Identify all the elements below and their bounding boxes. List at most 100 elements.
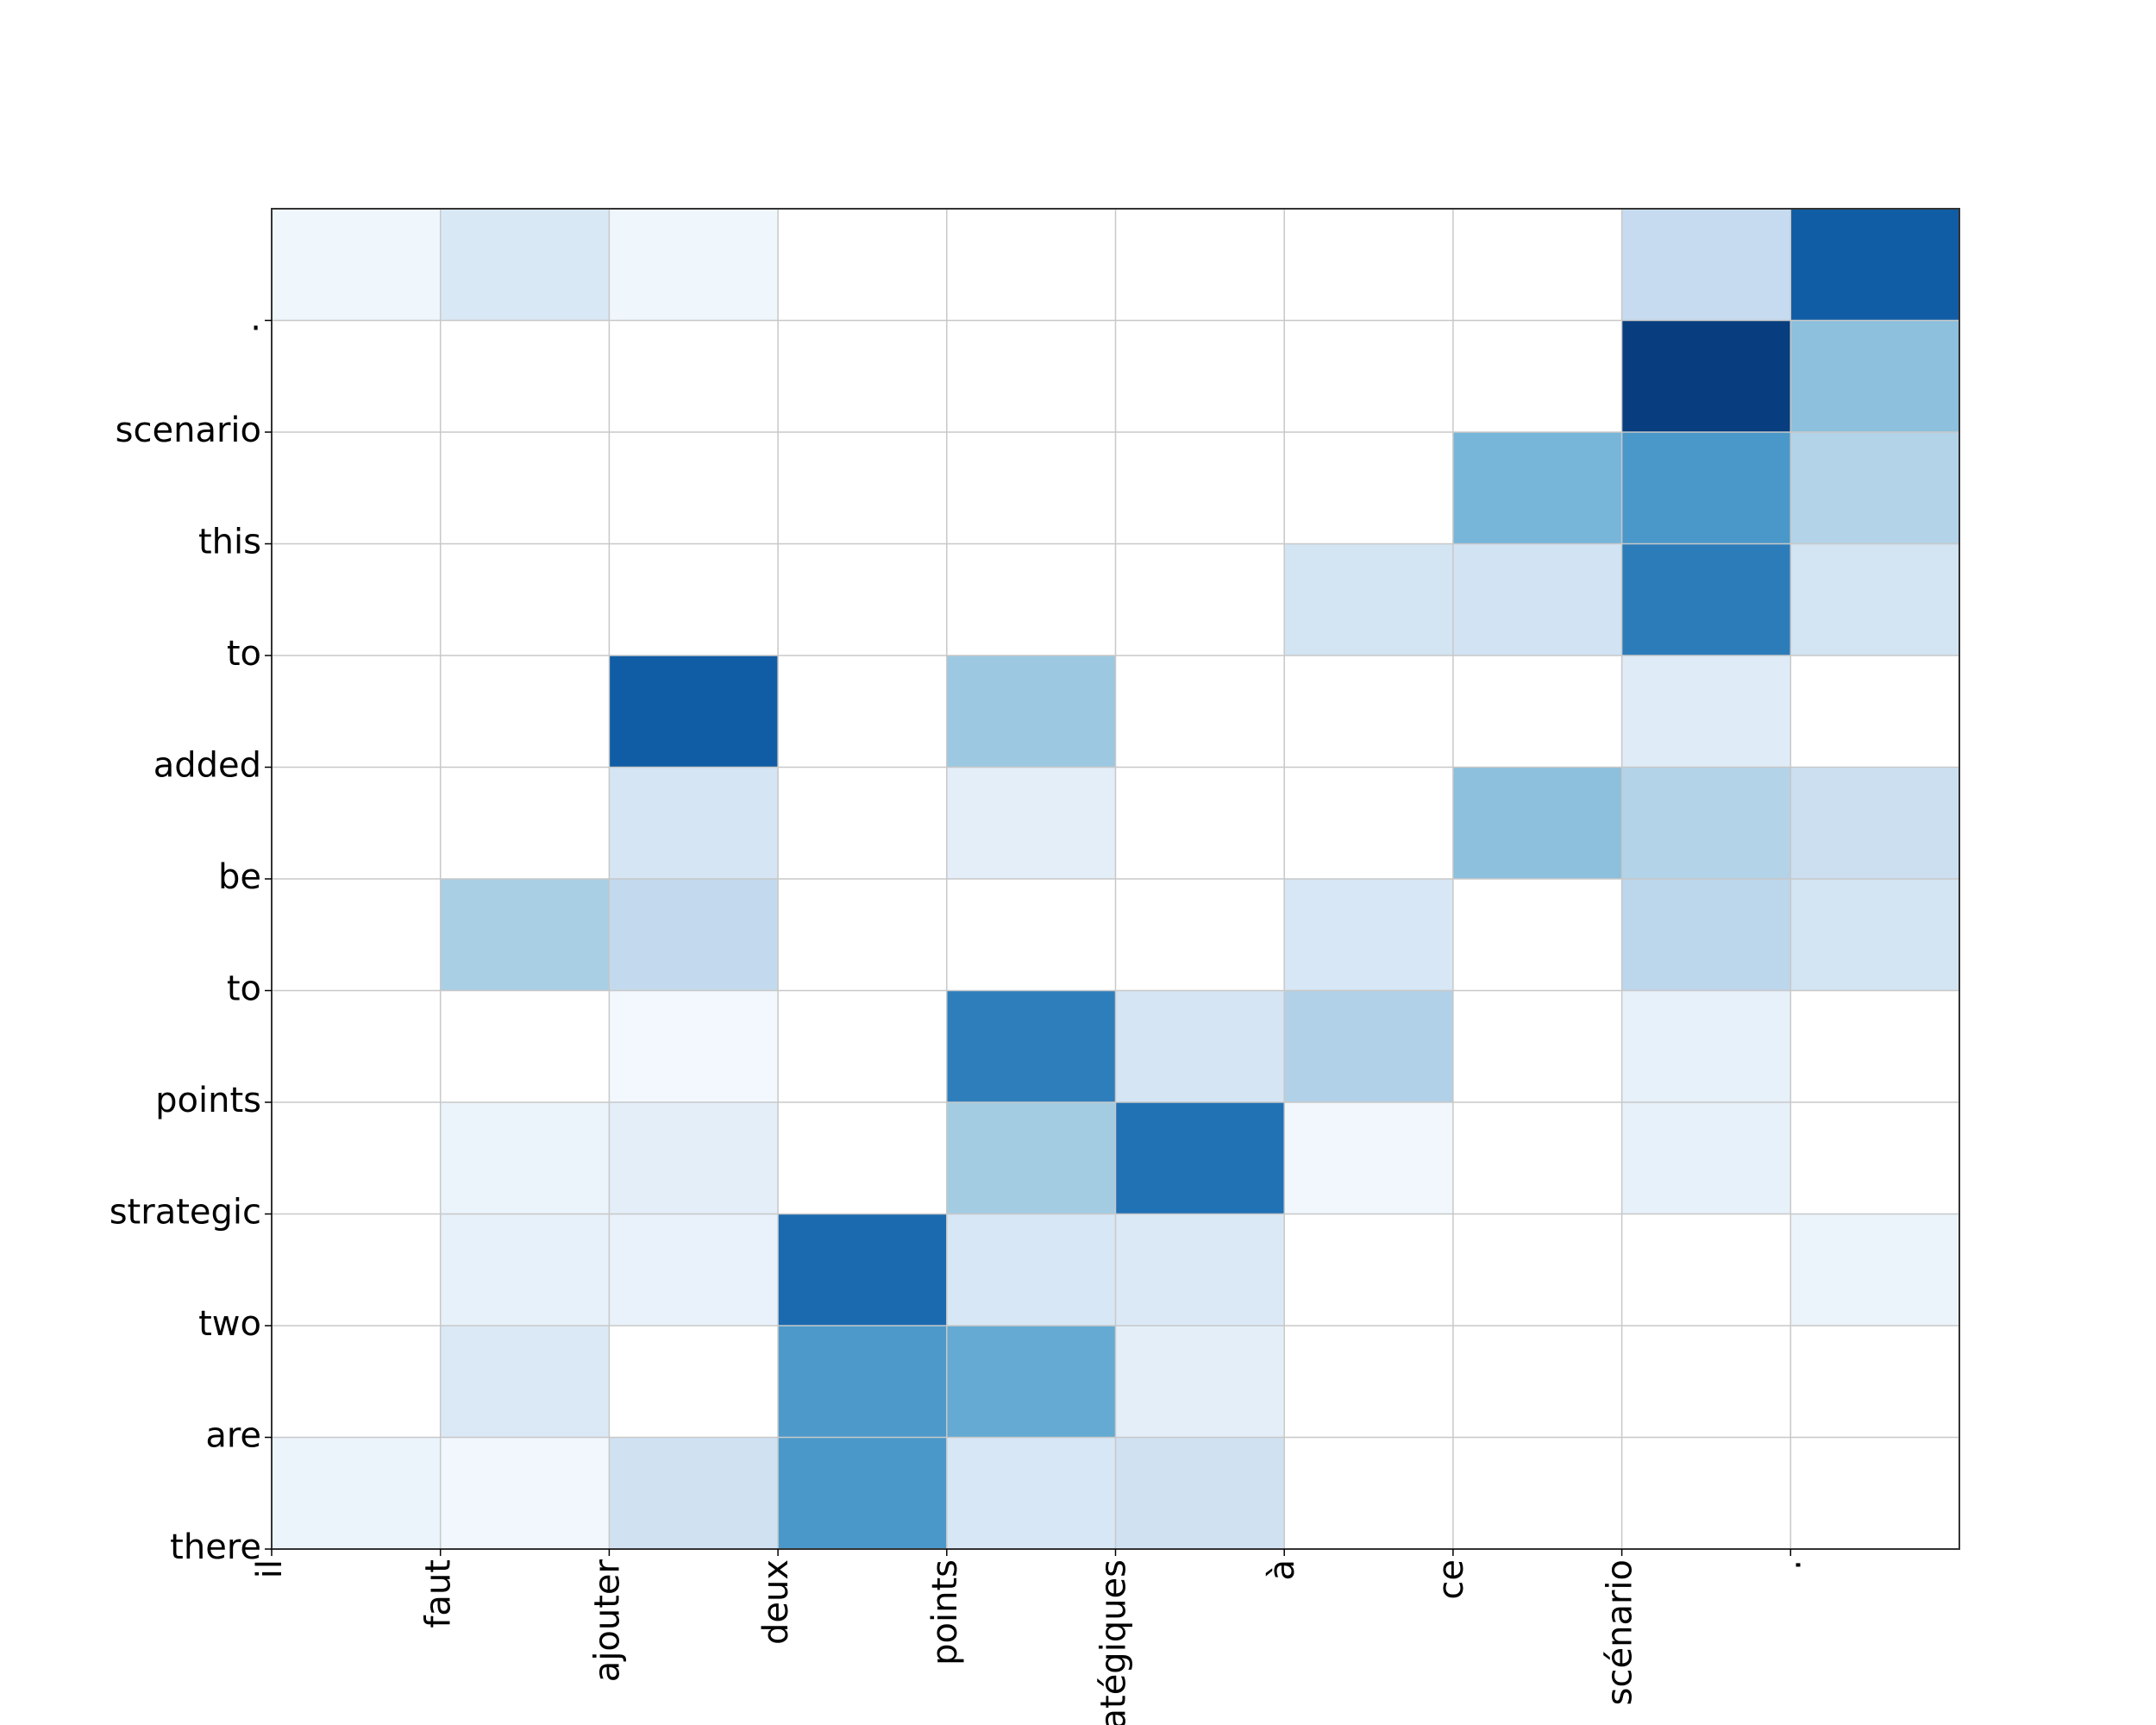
heatmap-cell-2-7 (1452, 1214, 1623, 1327)
heatmap-cell-0-7 (1452, 1437, 1623, 1550)
heatmap-cell-9-6 (1284, 432, 1454, 544)
heatmap-cell-9-1 (440, 432, 610, 544)
y-axis-ticks: there are two strategic points to be added to thi… (110, 299, 272, 1567)
heatmap-cell-3-6 (1284, 1102, 1454, 1214)
heatmap-cell-6-9 (1790, 767, 1960, 880)
x-tick-label: stratégiques (1094, 1559, 1134, 1725)
heatmap-cell-8-5 (1115, 543, 1285, 656)
heatmap-cell-5-6 (1284, 879, 1454, 991)
y-tick-label: there (170, 1527, 261, 1567)
grid-lines (272, 209, 1959, 1549)
heatmap-cell-7-5 (1115, 656, 1285, 768)
heatmap-cell-3-5 (1115, 1102, 1285, 1214)
heatmap-cell-5-8 (1621, 879, 1791, 991)
heatmap-cell-8-0 (272, 543, 442, 656)
heatmap-cell-9-9 (1790, 432, 1960, 544)
heatmap-cell-8-6 (1284, 543, 1454, 656)
heatmap-cell-1-8 (1621, 1326, 1791, 1438)
heatmap-cell-9-4 (946, 432, 1116, 544)
x-tick-label: à (1263, 1559, 1302, 1581)
x-tick-label: . (1769, 1559, 1808, 1571)
heatmap-cell-3-2 (609, 1102, 779, 1214)
heatmap-cell-0-5 (1115, 1437, 1285, 1550)
heatmap-cell-3-7 (1452, 1102, 1623, 1214)
y-tick-label: strategic (110, 1193, 261, 1233)
y-tick-label: two (198, 1304, 261, 1344)
heatmap-cell-8-1 (440, 543, 610, 656)
heatmap-cell-2-1 (440, 1214, 610, 1327)
heatmap-cell-11-7 (1452, 209, 1623, 321)
heatmap-cells (272, 209, 1960, 1550)
heatmap-cell-5-0 (272, 879, 442, 991)
heatmap-cell-3-3 (778, 1102, 948, 1214)
heatmap-cell-6-4 (946, 767, 1116, 880)
y-tick-label: this (198, 523, 261, 562)
heatmap-cell-0-4 (946, 1437, 1116, 1550)
heatmap-cell-10-2 (609, 320, 779, 433)
heatmap-cell-0-8 (1621, 1437, 1791, 1550)
heatmap-cell-11-1 (440, 209, 610, 321)
x-tick-label: ce (1432, 1559, 1471, 1600)
heatmap-cell-3-0 (272, 1102, 442, 1214)
heatmap-cell-6-8 (1621, 767, 1791, 880)
heatmap-cell-5-5 (1115, 879, 1285, 991)
heatmap-cell-7-6 (1284, 656, 1454, 768)
heatmap-cell-1-9 (1790, 1326, 1960, 1438)
heatmap-cell-3-9 (1790, 1102, 1960, 1214)
heatmap-cell-6-6 (1284, 767, 1454, 880)
heatmap-cell-7-9 (1790, 656, 1960, 768)
heatmap-cell-9-3 (778, 432, 948, 544)
heatmap-cell-4-1 (440, 990, 610, 1103)
heatmap-cell-5-3 (778, 879, 948, 991)
heatmap-cell-2-3 (778, 1214, 948, 1327)
heatmap-cell-4-7 (1452, 990, 1623, 1103)
heatmap-cell-10-5 (1115, 320, 1285, 433)
heatmap-cell-3-4 (946, 1102, 1116, 1214)
heatmap-cell-2-9 (1790, 1214, 1960, 1327)
y-tick-label: are (205, 1416, 261, 1456)
heatmap-cell-4-8 (1621, 990, 1791, 1103)
heatmap-cell-1-5 (1115, 1326, 1285, 1438)
heatmap-cell-0-3 (778, 1437, 948, 1550)
heatmap-cell-1-7 (1452, 1326, 1623, 1438)
heatmap-cell-1-6 (1284, 1326, 1454, 1438)
heatmap-cell-11-4 (946, 209, 1116, 321)
heatmap-cell-0-1 (440, 1437, 610, 1550)
heatmap-cell-9-5 (1115, 432, 1285, 544)
heatmap-cell-10-4 (946, 320, 1116, 433)
heatmap-cell-3-8 (1621, 1102, 1791, 1214)
heatmap-cell-4-4 (946, 990, 1116, 1103)
heatmap-cell-11-2 (609, 209, 779, 321)
heatmap-cell-11-3 (778, 209, 948, 321)
heatmap-cell-6-3 (778, 767, 948, 880)
heatmap-cell-5-2 (609, 879, 779, 991)
heatmap-cell-4-0 (272, 990, 442, 1103)
heatmap-cell-3-1 (440, 1102, 610, 1214)
y-tick-label: points (155, 1081, 261, 1120)
heatmap-cell-7-3 (778, 656, 948, 768)
heatmap-cell-7-7 (1452, 656, 1623, 768)
x-tick-label: il (250, 1559, 290, 1578)
y-tick-label: added (154, 746, 261, 786)
heatmap-cell-10-9 (1790, 320, 1960, 433)
heatmap-cell-11-9 (1790, 209, 1960, 321)
heatmap-cell-0-6 (1284, 1437, 1454, 1550)
heatmap-cell-9-0 (272, 432, 442, 544)
heatmap-cell-4-2 (609, 990, 779, 1103)
heatmap-cell-7-2 (609, 656, 779, 768)
x-tick-label: scénario (1601, 1559, 1640, 1705)
heatmap-cell-9-7 (1452, 432, 1623, 544)
heatmap-cell-8-2 (609, 543, 779, 656)
y-tick-label: to (227, 634, 261, 674)
x-tick-label: points (925, 1559, 965, 1665)
y-tick-label: scenario (116, 411, 261, 450)
heatmap-cell-10-3 (778, 320, 948, 433)
x-tick-label: deux (756, 1559, 796, 1645)
heatmap-cell-0-9 (1790, 1437, 1960, 1550)
heatmap-cell-5-1 (440, 879, 610, 991)
heatmap-cell-4-5 (1115, 990, 1285, 1103)
heatmap-cell-2-0 (272, 1214, 442, 1327)
heatmap-cell-4-6 (1284, 990, 1454, 1103)
heatmap-cell-10-1 (440, 320, 610, 433)
